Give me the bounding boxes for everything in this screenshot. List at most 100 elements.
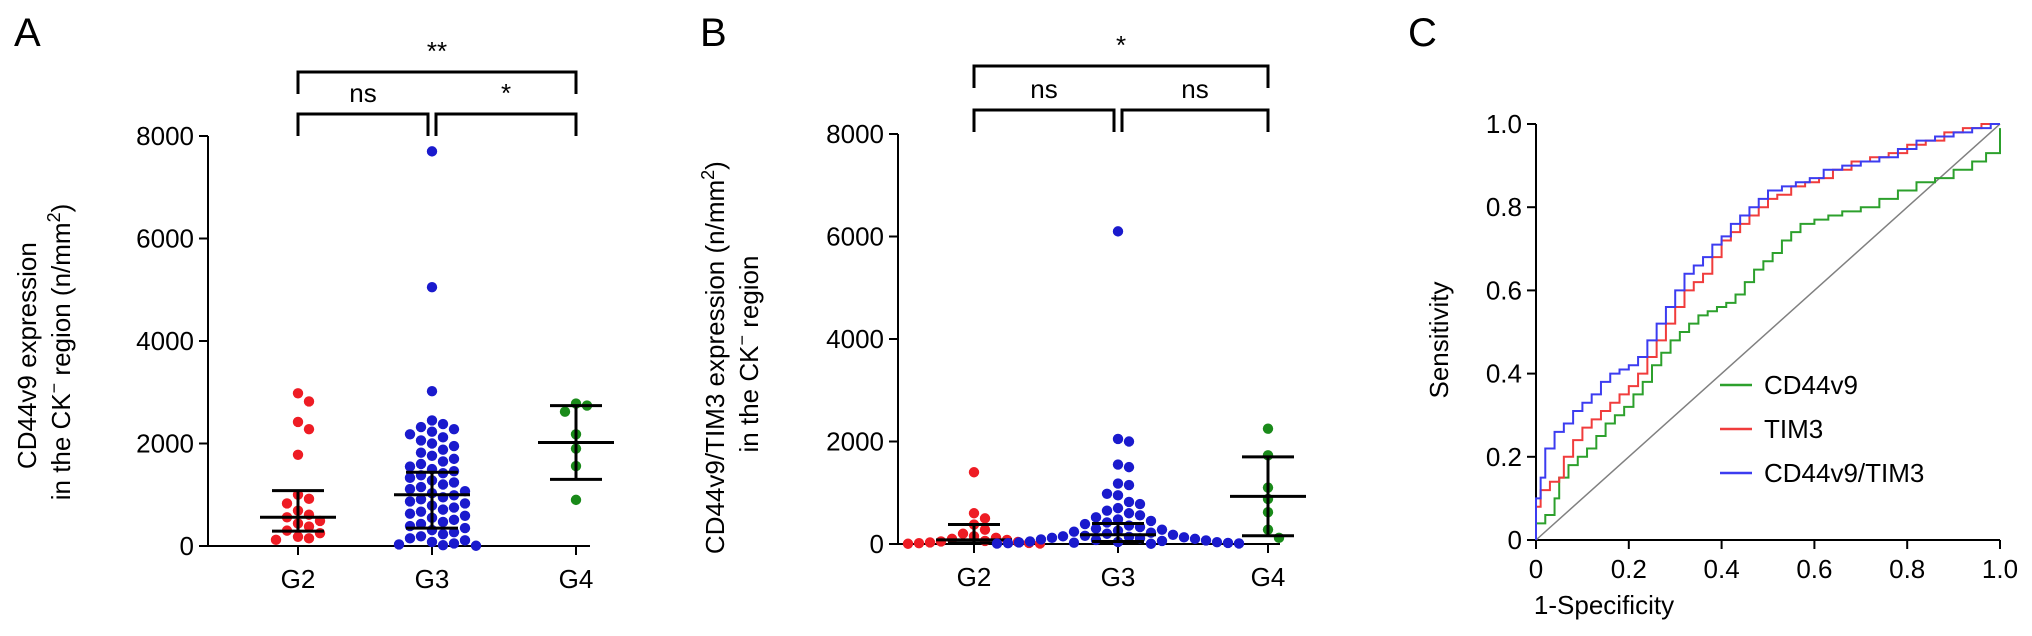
data-point-g2 [968, 508, 980, 519]
panel-letter-a: A [14, 11, 41, 55]
data-point-g3 [426, 536, 438, 548]
data-point-g3 [1145, 527, 1157, 538]
significance-bracket [972, 64, 1270, 88]
x-tick-label: 0.2 [1611, 554, 1647, 584]
x-tick-label: 0 [1529, 554, 1543, 584]
data-point-g3 [1112, 433, 1124, 445]
data-point-g3 [437, 432, 449, 443]
panel-b-ylabel-ck: in the CK [734, 345, 764, 453]
panel-a-ylabel-line2: in the CK− region (n/mm2) [44, 204, 76, 501]
data-point-g3 [404, 520, 416, 532]
data-point-g2 [281, 498, 293, 509]
data-point-g3 [1167, 529, 1179, 540]
data-point-g3 [470, 540, 482, 551]
data-point-g3 [437, 444, 449, 455]
data-point-g3 [1101, 488, 1113, 499]
significance-bracket [296, 70, 578, 94]
data-point-g3 [1068, 537, 1080, 548]
data-point-g3 [1002, 538, 1014, 549]
data-point-g3 [991, 538, 1003, 549]
data-point-g3 [404, 496, 416, 507]
panel-a-ylabel: CD44v9 expression in the CK− region (n/m… [12, 204, 76, 501]
data-point-g2 [303, 423, 315, 435]
y-tick-label: 0.8 [1486, 192, 1522, 222]
panel-b-ylabel-region: region [734, 256, 764, 336]
data-point-g3 [404, 461, 416, 472]
panel-b-ylabel-line1: CD44v9/TIM3 expression (n/mm2) [698, 161, 730, 554]
data-point-g3 [448, 477, 460, 488]
y-tick-label: 2000 [136, 429, 194, 459]
significance-label: ns [1181, 74, 1208, 104]
panel-b-ylabel-sq-sup: 2 [698, 170, 718, 180]
data-point-g3 [459, 522, 471, 534]
x-tick-label: G3 [1101, 562, 1136, 592]
data-point-g3 [415, 494, 427, 505]
data-point-g3 [404, 429, 416, 440]
y-tick-label: 0.2 [1486, 442, 1522, 472]
data-point-g3 [1013, 537, 1025, 548]
data-point-g3 [1123, 520, 1135, 531]
data-point-g4 [570, 494, 582, 506]
panel-letter-b: B [700, 11, 727, 55]
data-point-g3 [459, 535, 471, 546]
data-point-g3 [1123, 508, 1135, 519]
significance-label: * [1116, 30, 1126, 60]
panel-c-ylabel: Sensitivity [1424, 281, 1454, 398]
panel-c-xlabel: 1-Specificity [1534, 590, 1674, 620]
panel-b-plot: 0 2000 4000 6000 8000 G2 G3 G4 * ns ns [826, 30, 1306, 592]
data-point-g3 [426, 426, 438, 437]
data-point-g3 [1112, 478, 1124, 489]
x-tick-label: G3 [415, 564, 450, 594]
data-point-g2 [935, 536, 947, 547]
significance-label: ns [1030, 74, 1057, 104]
data-point-g3 [437, 479, 449, 490]
panel-b-ylabel-close: ) [700, 161, 730, 170]
panel-a-plot: 0 2000 4000 6000 8000 G2 G3 G4 ** ns * [136, 36, 614, 594]
data-point-g3 [426, 386, 438, 397]
panel-c-plot: 00 0.2 0.2 0.4 0.4 0.6 0.6 0.8 0.8 1.0 1.0 CD44v9 TI… [1486, 109, 2018, 584]
data-point-g3 [415, 447, 427, 458]
data-point-g3 [437, 529, 449, 540]
data-point-g3 [459, 498, 471, 509]
y-tick-label: 2000 [826, 427, 884, 457]
data-point-g3 [1035, 534, 1047, 545]
data-point-g3 [1068, 526, 1080, 537]
data-point-g3 [415, 481, 427, 493]
data-point-g2 [957, 528, 969, 539]
data-point-g3 [437, 540, 449, 551]
data-point-g3 [437, 418, 449, 430]
data-point-g2 [902, 538, 914, 549]
y-tick-label: 1.0 [1486, 109, 1522, 139]
data-point-g3 [459, 510, 471, 521]
x-tick-label: G2 [281, 564, 316, 594]
data-point-g2 [913, 538, 925, 549]
significance-bracket [1120, 108, 1270, 132]
data-point-g3 [1211, 537, 1223, 548]
data-point-g3 [1200, 535, 1212, 546]
panel-a-ylabel-line1: CD44v9 expression [12, 242, 42, 469]
data-point-g2 [968, 467, 980, 478]
panel-letter-c: C [1408, 11, 1437, 55]
data-point-g3 [448, 538, 460, 549]
data-point-g3 [426, 281, 438, 293]
y-tick-label: 0.6 [1486, 275, 1522, 305]
data-point-g3 [1189, 533, 1201, 545]
data-point-g3 [1134, 510, 1146, 521]
y-tick-label: 8000 [136, 121, 194, 151]
data-point-g3 [1156, 535, 1168, 547]
x-tick-label: 0.8 [1889, 554, 1925, 584]
data-point-g3 [404, 508, 416, 519]
panel-b-ylabel-main: CD44v9/TIM3 expression (n/mm [700, 180, 730, 554]
data-point-g3 [1178, 532, 1190, 543]
data-point-g3 [1222, 537, 1234, 549]
panel-b-ylabel-line2: in the CK− region [732, 256, 764, 453]
panel-a-ylabel-ck-sup: − [44, 383, 64, 394]
data-point-g3 [1145, 515, 1157, 527]
x-tick-label: G4 [1251, 562, 1286, 592]
significance-label: * [501, 78, 511, 108]
data-point-g3 [448, 453, 460, 465]
data-point-g3 [1156, 524, 1168, 535]
data-point-g3 [437, 456, 449, 467]
data-point-g2 [314, 527, 326, 539]
data-point-g3 [404, 533, 416, 544]
